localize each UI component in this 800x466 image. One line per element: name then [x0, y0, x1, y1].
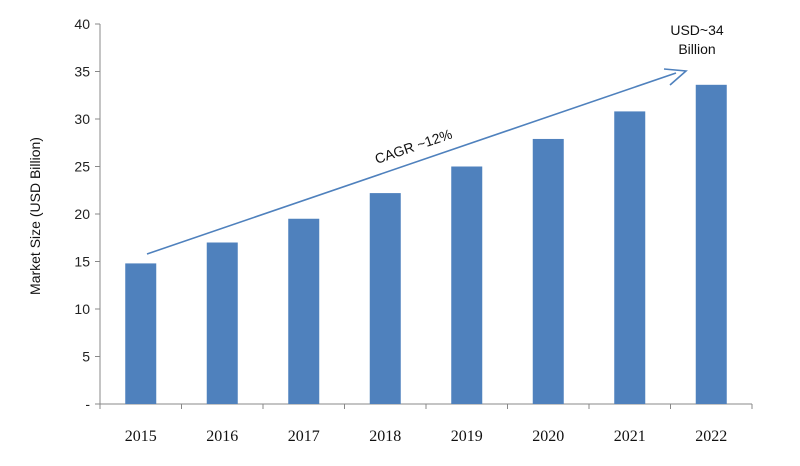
y-tick-label: 25 [74, 159, 90, 175]
chart-axes [95, 23, 753, 409]
bar-2017 [288, 218, 320, 404]
y-tick-label: 40 [74, 16, 90, 32]
bar-2015 [125, 263, 157, 404]
y-axis-label: Market Size (USD Billion) [27, 137, 43, 295]
bar-2016 [206, 242, 238, 404]
bar-2019 [451, 166, 483, 404]
y-tick-label: 15 [74, 254, 90, 270]
x-tick-label: 2017 [288, 428, 320, 445]
final-value-annotation-line2: Billion [678, 41, 715, 57]
y-tick-label: 35 [74, 64, 90, 80]
x-tick-labels: 2015 2016 2017 2018 2019 2020 2021 2022 [125, 428, 728, 445]
x-tick-label: 2019 [451, 428, 483, 445]
y-tick-labels: - 5 10 15 20 25 30 35 40 [74, 16, 90, 412]
x-tick-label: 2021 [614, 428, 646, 445]
y-tick-label: 30 [74, 111, 90, 127]
bar-2021 [614, 111, 646, 405]
bar-2020 [532, 138, 564, 404]
cagr-arrow [146, 68, 688, 255]
bar-2018 [369, 193, 401, 404]
bars-group [125, 84, 727, 405]
x-tick-label: 2018 [369, 428, 401, 445]
y-tick-label: 5 [82, 349, 90, 365]
y-tick-label: - [85, 396, 90, 412]
final-value-annotation-line1: USD~34 [670, 22, 724, 38]
x-tick-label: 2015 [125, 428, 157, 445]
x-tick-label: 2020 [532, 428, 564, 445]
bar-2022 [695, 84, 727, 405]
y-tick-label: 10 [74, 301, 90, 317]
x-tick-label: 2022 [695, 428, 727, 445]
y-tick-label: 20 [74, 206, 90, 222]
x-tick-label: 2016 [206, 428, 238, 445]
cagr-annotation: CAGR ~12% [373, 126, 454, 167]
